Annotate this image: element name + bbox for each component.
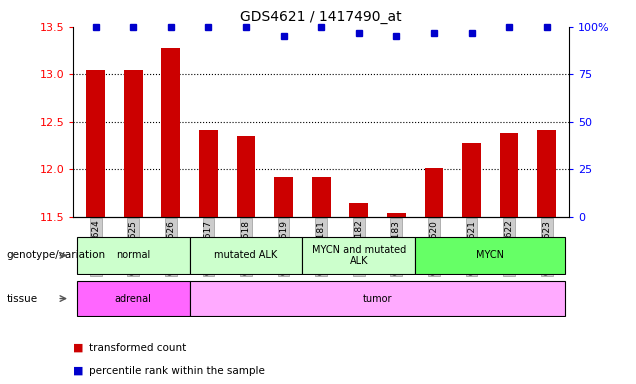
Text: ■: ■ bbox=[73, 366, 87, 376]
Bar bbox=[162, 48, 180, 217]
Bar bbox=[415, 237, 565, 274]
Bar bbox=[199, 129, 218, 217]
Bar bbox=[302, 237, 415, 274]
Text: MYCN: MYCN bbox=[476, 250, 504, 260]
Text: mutated ALK: mutated ALK bbox=[214, 250, 278, 260]
Bar bbox=[462, 143, 481, 217]
Bar bbox=[312, 177, 331, 217]
Bar bbox=[237, 136, 256, 217]
Text: adrenal: adrenal bbox=[115, 293, 152, 304]
Bar bbox=[77, 237, 190, 274]
Bar bbox=[537, 129, 556, 217]
Text: percentile rank within the sample: percentile rank within the sample bbox=[89, 366, 265, 376]
Text: tumor: tumor bbox=[363, 293, 392, 304]
Title: GDS4621 / 1417490_at: GDS4621 / 1417490_at bbox=[240, 10, 402, 25]
Bar bbox=[274, 177, 293, 217]
Text: transformed count: transformed count bbox=[89, 343, 186, 353]
Bar bbox=[124, 70, 142, 217]
Text: genotype/variation: genotype/variation bbox=[6, 250, 106, 260]
Bar bbox=[190, 281, 565, 316]
Text: MYCN and mutated
ALK: MYCN and mutated ALK bbox=[312, 245, 406, 266]
Bar bbox=[387, 213, 406, 217]
Text: normal: normal bbox=[116, 250, 150, 260]
Bar bbox=[86, 70, 105, 217]
Bar bbox=[190, 237, 302, 274]
Text: tissue: tissue bbox=[6, 293, 38, 304]
Text: ■: ■ bbox=[73, 343, 87, 353]
Bar bbox=[349, 203, 368, 217]
Bar bbox=[425, 169, 443, 217]
Bar bbox=[500, 133, 518, 217]
Bar bbox=[77, 281, 190, 316]
